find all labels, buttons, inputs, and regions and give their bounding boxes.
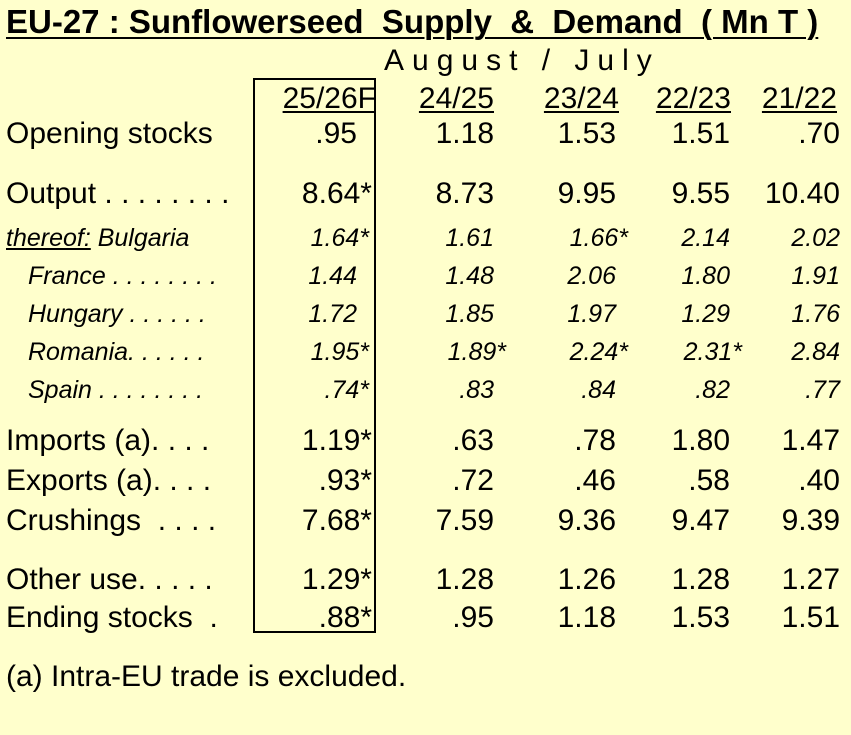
table-cell: 9.36	[557, 504, 616, 537]
table-cell: .93*	[318, 464, 372, 497]
row-label: Romania. . . . . .	[28, 338, 204, 367]
table-cell: 1.89*	[447, 338, 506, 366]
row-label: France . . . . . . . .	[28, 262, 217, 291]
row-label-text: Opening stocks	[6, 117, 213, 150]
table-cell: 1.72	[308, 300, 357, 328]
table-cell: 1.26	[557, 563, 616, 596]
table-title: EU-27 : Sunflowerseed Supply & Demand ( …	[6, 3, 819, 40]
table-cell: 1.18	[435, 117, 494, 150]
row-label-prefix: thereof:	[6, 224, 91, 252]
row-label-text: Exports (a). . . .	[6, 464, 212, 497]
row-label: Crushings . . . .	[6, 504, 216, 538]
table-cell: .84	[581, 376, 616, 404]
table-cell: 2.24*	[569, 338, 628, 366]
forecast-column-box	[253, 78, 376, 633]
table-cell: 9.55	[671, 177, 730, 210]
column-header: 23/24	[543, 82, 619, 115]
table-cell: 1.47	[781, 424, 840, 457]
table-cell: 1.53	[671, 601, 730, 634]
table-cell: 1.29	[681, 300, 730, 328]
table-cell: 1.61	[445, 224, 494, 252]
row-label-text: Other use. . . . .	[6, 563, 213, 596]
row-label: Output . . . . . . . .	[6, 177, 229, 211]
table-cell: 1.66*	[569, 224, 628, 252]
row-label-text: Bulgaria	[90, 224, 190, 252]
footnote: (a) Intra-EU trade is excluded.	[6, 660, 407, 693]
row-label: Ending stocks .	[6, 601, 218, 635]
table-cell: 2.06	[567, 262, 616, 290]
table-cell: .40	[798, 464, 840, 497]
table-cell: 9.47	[671, 504, 730, 537]
table-cell: .83	[459, 376, 494, 404]
table-cell: 1.97	[567, 300, 616, 328]
row-label-text: France . . . . . . . .	[28, 262, 217, 290]
table-cell: 9.95	[557, 177, 616, 210]
row-label-text: Spain . . . . . . . .	[28, 376, 204, 404]
table-cell: .58	[688, 464, 730, 497]
table-cell: 1.80	[671, 424, 730, 457]
table-cell: .82	[695, 376, 730, 404]
period-label: August / July	[384, 44, 660, 77]
table-cell: .77	[805, 376, 840, 404]
table-cell: 1.19*	[301, 424, 372, 457]
table-cell: .74*	[324, 376, 369, 404]
row-label-text: Romania. . . . . .	[28, 338, 205, 366]
table-cell: 1.18	[557, 601, 616, 634]
column-header: 24/25	[418, 82, 494, 115]
table-cell: 1.64*	[310, 224, 369, 252]
row-label: thereof: Bulgaria	[6, 224, 189, 253]
row-label-text: Crushings . . . .	[6, 504, 217, 537]
table-cell: 1.51	[671, 117, 730, 150]
row-label: Exports (a). . . .	[6, 464, 211, 498]
row-label-text: Imports (a). . . .	[6, 424, 210, 457]
table-cell: .46	[574, 464, 616, 497]
table-cell: .95	[452, 601, 494, 634]
table-cell: 8.64*	[301, 177, 372, 210]
table-cell: 1.27	[781, 563, 840, 596]
table-cell: .88*	[318, 601, 372, 634]
table-cell: 7.68*	[301, 504, 372, 537]
table-cell: 1.95*	[310, 338, 369, 366]
table-cell: 2.02	[791, 224, 840, 252]
table-cell: 1.85	[445, 300, 494, 328]
table-cell: 8.73	[435, 177, 494, 210]
table-cell: 1.91	[791, 262, 840, 290]
table-cell: .78	[574, 424, 616, 457]
table-cell: .70	[798, 117, 840, 150]
table-cell: 2.31*	[683, 338, 742, 366]
table-cell: 1.53	[557, 117, 616, 150]
row-label: Hungary . . . . . .	[28, 300, 206, 329]
column-header: 21/22	[761, 82, 837, 115]
table-cell: .72	[452, 464, 494, 497]
row-label: Opening stocks	[6, 117, 213, 151]
table-cell: 2.14	[681, 224, 730, 252]
table-cell: 1.76	[791, 300, 840, 328]
table-cell: 10.40	[764, 177, 840, 210]
table-cell: 1.29*	[301, 563, 372, 596]
row-label: Imports (a). . . .	[6, 424, 209, 458]
row-label-text: Output . . . . . . . .	[6, 177, 230, 210]
table-cell: 1.28	[435, 563, 494, 596]
row-label-text: Hungary . . . . . .	[28, 300, 206, 328]
table-cell: .63	[452, 424, 494, 457]
column-header: 25/26F	[282, 82, 376, 115]
table-cell: 1.48	[445, 262, 494, 290]
table-cell: 9.39	[781, 504, 840, 537]
table-cell: 1.51	[781, 601, 840, 634]
table-cell: 1.28	[671, 563, 730, 596]
column-header: 22/23	[655, 82, 731, 115]
table-cell: .95	[315, 117, 357, 150]
row-label: Other use. . . . .	[6, 563, 213, 597]
table-cell: 1.80	[681, 262, 730, 290]
row-label-text: Ending stocks .	[6, 601, 218, 634]
row-label: Spain . . . . . . . .	[28, 376, 203, 405]
table-cell: 1.44	[308, 262, 357, 290]
table-cell: 7.59	[435, 504, 494, 537]
table-cell: 2.84	[791, 338, 840, 366]
